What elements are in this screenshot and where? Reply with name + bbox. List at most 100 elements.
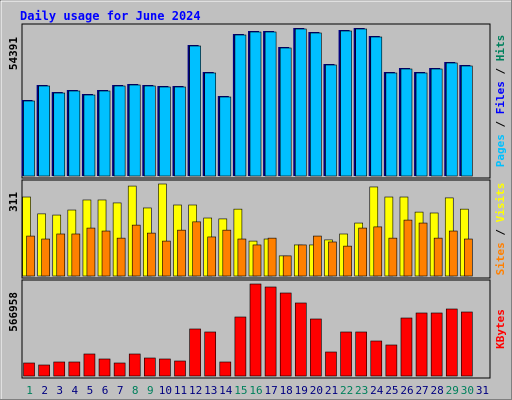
bar — [461, 65, 473, 177]
legend-item: Visits — [494, 183, 507, 223]
x-tick-label: 10 — [159, 384, 172, 397]
bar — [128, 84, 141, 177]
legend: Sites / Visits — [494, 183, 507, 276]
bar — [53, 361, 66, 377]
x-tick-label: 29 — [446, 384, 459, 397]
legend-item: Sites — [494, 242, 507, 275]
bar — [147, 232, 156, 277]
bar — [340, 30, 352, 177]
bar — [340, 331, 352, 377]
x-tick-label: 12 — [189, 384, 202, 397]
y-tick-label: 311 — [7, 192, 20, 212]
bar — [177, 229, 186, 277]
bar — [101, 230, 111, 277]
bar — [144, 85, 156, 177]
x-tick-label: 11 — [174, 384, 187, 397]
x-tick-label: 19 — [295, 384, 308, 397]
x-tick-label: 3 — [56, 384, 63, 397]
bar — [445, 308, 458, 377]
legend-separator: / — [494, 222, 507, 242]
bar — [313, 235, 322, 277]
legend-separator: / — [494, 114, 507, 134]
bar — [294, 28, 307, 177]
bar — [328, 241, 337, 277]
x-tick-label: 7 — [117, 384, 124, 397]
bar — [358, 227, 367, 277]
y-tick-label: 566958 — [7, 292, 20, 332]
bar — [113, 85, 126, 177]
bar — [279, 47, 292, 177]
legend: KBytes — [494, 309, 507, 349]
x-tick-label: 30 — [461, 384, 474, 397]
bar — [98, 90, 111, 177]
bar — [189, 328, 201, 377]
bar — [116, 237, 126, 277]
legend: Pages / Files / Hits — [494, 35, 507, 168]
bar — [388, 237, 398, 277]
x-tick-label: 16 — [249, 384, 262, 397]
bar — [26, 235, 35, 277]
legend-item: KBytes — [494, 309, 507, 349]
bar — [219, 361, 232, 377]
bar — [282, 255, 292, 277]
bar — [370, 36, 383, 177]
x-tick-label: 4 — [72, 384, 79, 397]
x-tick-label: 9 — [147, 384, 154, 397]
bar — [415, 312, 428, 377]
bar — [464, 238, 473, 277]
chart-title: Daily usage for June 2024 — [20, 9, 201, 23]
bar — [373, 226, 383, 277]
bar — [279, 292, 292, 377]
bar — [325, 64, 337, 177]
bar — [310, 318, 322, 377]
bar — [189, 45, 201, 177]
x-tick-label: 27 — [415, 384, 428, 397]
bar — [83, 353, 96, 377]
bar — [192, 221, 201, 277]
bar — [418, 222, 428, 277]
bar — [86, 227, 96, 277]
bar — [174, 86, 186, 177]
x-tick-label: 18 — [280, 384, 293, 397]
bar — [310, 32, 322, 177]
bar — [264, 31, 277, 177]
bar — [430, 68, 443, 177]
bar — [56, 233, 66, 277]
bar — [38, 85, 50, 177]
bar — [128, 353, 141, 377]
bar — [234, 316, 247, 377]
y-tick-label: 54391 — [7, 37, 20, 70]
bar — [252, 244, 262, 277]
legend-item: Pages — [494, 134, 507, 167]
bar — [41, 238, 50, 277]
bar — [403, 219, 413, 277]
bar — [159, 86, 171, 177]
x-tick-label: 31 — [476, 384, 489, 397]
bar — [162, 240, 171, 277]
bar — [68, 90, 81, 177]
bar — [430, 312, 443, 377]
bar — [144, 357, 156, 377]
x-tick-label: 5 — [87, 384, 94, 397]
bar — [131, 224, 141, 277]
bar — [297, 244, 307, 277]
x-tick-label: 28 — [431, 384, 444, 397]
bar — [53, 92, 66, 177]
bar — [204, 331, 217, 377]
bar — [159, 358, 171, 377]
bar — [415, 72, 428, 177]
bar — [400, 317, 413, 377]
bar — [174, 360, 186, 377]
bar — [433, 237, 443, 277]
bar — [249, 31, 262, 177]
x-tick-label: 1 — [26, 384, 33, 397]
bar — [385, 72, 398, 177]
bar — [370, 340, 383, 377]
bar — [207, 236, 217, 277]
bar — [355, 331, 367, 377]
x-tick-label: 25 — [385, 384, 398, 397]
bar — [445, 62, 458, 177]
bar — [68, 361, 81, 377]
